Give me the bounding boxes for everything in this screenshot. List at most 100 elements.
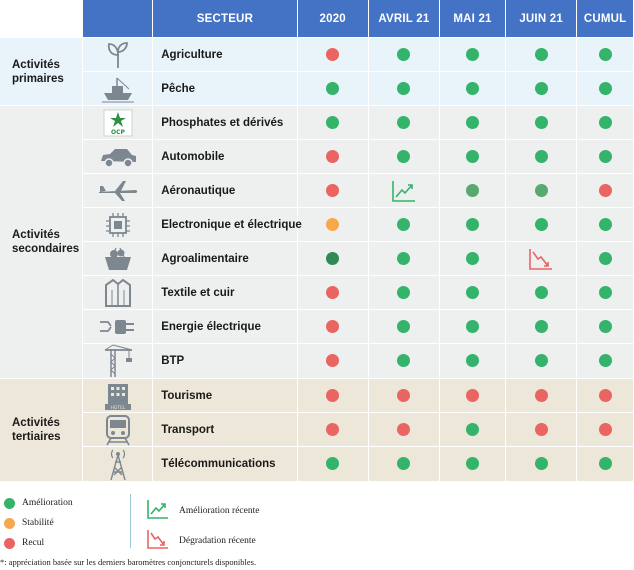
table-row: Télécommunications <box>0 446 634 482</box>
header-icon-spacer <box>82 0 154 38</box>
value-cell-juin-21 <box>505 309 578 344</box>
sector-name: Phosphates et dérivés <box>152 105 298 140</box>
value-cell-avril-21 <box>368 241 441 276</box>
group-label-tertiaires: Activités tertiaires <box>0 378 84 482</box>
footnote: *: appréciation basée sur les derniers b… <box>0 557 257 567</box>
status-dot-amelioration <box>466 217 480 231</box>
ocp-logo-icon: OCP <box>82 105 154 140</box>
value-cell-juin-21 <box>505 37 578 72</box>
value-cell-juin-21 <box>505 446 578 482</box>
table-row: Electronique et électrique <box>0 207 634 242</box>
svg-text:HOTEL: HOTEL <box>110 405 126 411</box>
header-secteur: SECTEUR <box>152 0 298 38</box>
value-cell-cumul <box>576 378 634 413</box>
group-label-line2: tertiaires <box>12 431 61 443</box>
value-cell-avril-21 <box>368 378 441 413</box>
plug-icon <box>82 309 154 344</box>
header-col-avril: AVRIL 21 <box>368 0 441 38</box>
value-cell-juin-21 <box>505 207 578 242</box>
value-cell-juin-21 <box>505 275 578 310</box>
value-cell-2020 <box>297 446 369 482</box>
status-dot-amelioration <box>598 251 612 265</box>
status-dot-recul <box>326 422 340 436</box>
status-dot-amelioration <box>534 115 548 129</box>
status-dot-amelioration <box>466 149 480 163</box>
value-cell-mai-21 <box>439 343 507 379</box>
status-dot-amelioration <box>534 149 548 163</box>
value-cell-juin-21 <box>505 139 578 174</box>
status-dot-amelioration <box>397 319 411 333</box>
sector-name: BTP <box>152 343 298 379</box>
value-cell-mai-21 <box>439 139 507 174</box>
value-cell-mai-21 <box>439 173 507 208</box>
status-dot-amelioration <box>534 457 548 471</box>
status-dot-amelioration <box>466 319 480 333</box>
status-dot-recul <box>534 422 548 436</box>
status-dot-amelioration <box>598 149 612 163</box>
group-label-line2: primaires <box>12 72 64 85</box>
basket-icon <box>82 241 154 276</box>
status-dot-recul <box>326 149 340 163</box>
sector-barometer-table: SECTEUR 2020 AVRIL 21 MAI 21 JUIN 21 CUM… <box>0 0 634 482</box>
table-row: Activités tertiaires HOTEL Tourisme <box>0 378 634 482</box>
status-dot-amelioration <box>598 115 612 129</box>
value-cell-avril-21 <box>368 173 441 208</box>
value-cell-juin-21 <box>505 105 578 140</box>
legend-recul-label: Recul <box>22 538 45 548</box>
status-dot-amelioration <box>534 217 548 231</box>
value-cell-juin-21 <box>505 71 578 106</box>
status-dot-amelioration <box>326 81 340 95</box>
value-cell-mai-21 <box>439 37 507 72</box>
group-label-line1: Activités <box>12 417 60 429</box>
value-cell-juin-21 <box>505 378 578 413</box>
legend-amelioration-label: Amélioration <box>22 498 73 508</box>
jacket-icon <box>82 275 154 310</box>
legend: Amélioration Stabilité Recul Amélioratio… <box>0 494 634 570</box>
sector-name: Transport <box>152 412 298 447</box>
legend-amelioration-recente: Amélioration récente <box>146 498 259 523</box>
status-dot-amelioration <box>466 457 480 471</box>
header-blank <box>0 0 84 38</box>
airplane-icon <box>82 173 154 208</box>
group-label-line2: secondaires <box>12 243 80 255</box>
status-dot-amelioration <box>466 81 480 95</box>
legend-divider <box>130 494 131 548</box>
value-cell-2020 <box>297 378 369 413</box>
table-row: Pêche <box>0 71 634 106</box>
sector-name: Agroalimentaire <box>152 241 298 276</box>
legend-stabilite-label: Stabilité <box>22 518 54 528</box>
value-cell-2020 <box>297 173 369 208</box>
sector-name: Tourisme <box>152 378 298 413</box>
value-cell-cumul <box>576 173 634 208</box>
value-cell-2020 <box>297 412 369 447</box>
status-dot-amelioration <box>326 115 340 129</box>
sector-name: Electronique et électrique <box>152 207 302 242</box>
group-label-line1: Activités <box>12 229 60 241</box>
value-cell-juin-21 <box>505 173 578 208</box>
trend-down-icon <box>146 528 170 553</box>
status-dot-amelioration <box>466 354 480 368</box>
value-cell-avril-21 <box>368 446 441 482</box>
trend-down-icon <box>528 248 554 270</box>
value-cell-2020 <box>297 71 369 106</box>
sector-name: Agriculture <box>152 37 298 72</box>
status-dot-amelioration <box>534 285 548 299</box>
status-dot-amelioration <box>397 47 411 61</box>
car-icon <box>82 139 154 174</box>
header-col-cumul: CUMUL <box>576 0 634 38</box>
value-cell-avril-21 <box>368 412 441 447</box>
value-cell-juin-21 <box>505 241 578 276</box>
table-row: Activités primaires Agriculture <box>0 37 634 106</box>
table-row: Textile et cuir <box>0 275 634 310</box>
status-dot-amelioration <box>534 319 548 333</box>
status-dot-recul <box>326 388 340 402</box>
value-cell-cumul <box>576 37 634 72</box>
legend-degradation-recente: Dégradation récente <box>146 528 256 553</box>
legend-amelioration-dot <box>4 497 15 509</box>
group-label-line1: Activités <box>12 58 60 71</box>
trend-up-icon <box>146 498 170 523</box>
crane-icon <box>82 343 154 379</box>
value-cell-cumul <box>576 446 634 482</box>
value-cell-avril-21 <box>368 309 441 344</box>
value-cell-cumul <box>576 105 634 140</box>
